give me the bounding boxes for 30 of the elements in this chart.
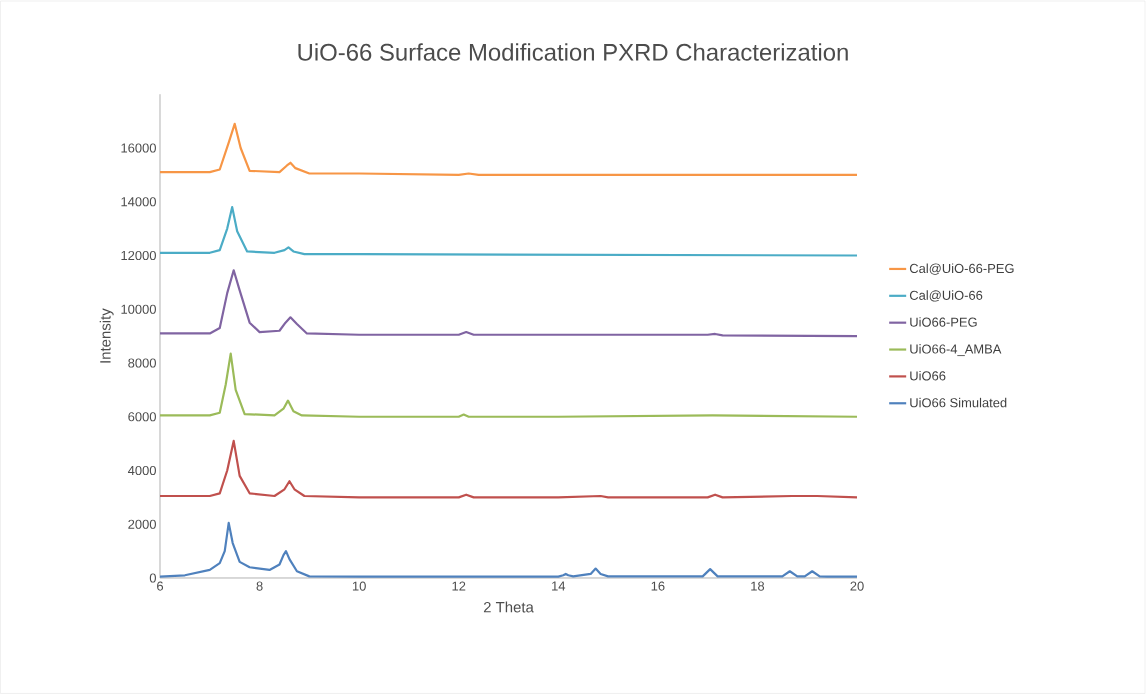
y-tick-label: 2000 <box>128 519 156 529</box>
x-tick-label: 12 <box>452 581 466 591</box>
y-tick-label: 16000 <box>121 143 156 153</box>
y-tick-label: 8000 <box>128 358 156 368</box>
line-series <box>160 352 858 418</box>
y-tick-label: 12000 <box>121 250 156 261</box>
legend-label: UiO66-4_AMBA <box>910 344 1002 357</box>
y-tick-label: 10000 <box>121 304 156 314</box>
y-tick-label: 0 <box>149 573 156 583</box>
line-series <box>160 439 858 499</box>
legend-label: UiO66 Simulated <box>910 397 1007 408</box>
y-tick-label: 6000 <box>128 412 156 422</box>
x-axis-title: 2 Theta <box>483 601 534 613</box>
line-series <box>160 122 858 176</box>
x-tick-label: 8 <box>256 581 263 591</box>
chart-title: UiO-66 Surface Modification PXRD Characterization <box>298 43 848 61</box>
line-series <box>160 206 858 257</box>
x-tick-label: 20 <box>850 581 864 591</box>
y-axis-title: Intensity <box>99 308 114 363</box>
legend-label: Cal@UiO-66 <box>909 290 983 302</box>
x-tick-label: 14 <box>552 581 566 591</box>
legend-label: UiO66 <box>910 370 946 381</box>
y-tick-label: 4000 <box>127 465 156 476</box>
x-tick-label: 6 <box>157 581 164 591</box>
x-tick-label: 18 <box>751 581 765 591</box>
x-tick-label: 10 <box>352 581 366 591</box>
y-tick-label: 14000 <box>121 197 156 207</box>
legend-label: Cal@UiO-66-PEG <box>909 263 1014 275</box>
legend-label: UiO66-PEG <box>910 317 977 327</box>
x-tick-label: 16 <box>651 581 665 591</box>
